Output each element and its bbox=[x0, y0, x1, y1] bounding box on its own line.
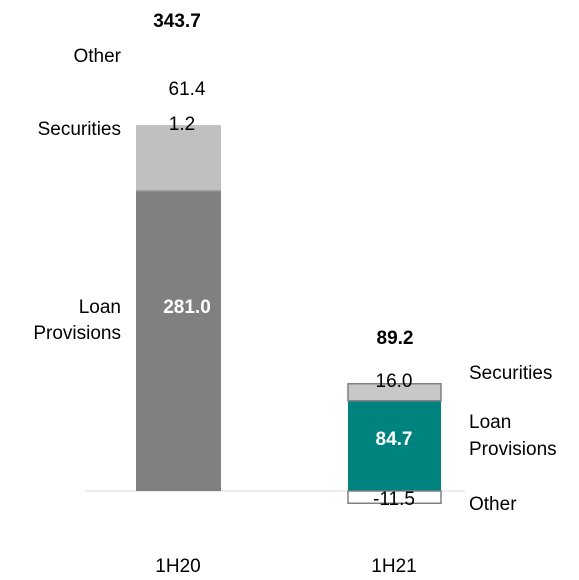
bar-1h21-other bbox=[347, 490, 442, 504]
value-1h21-securities: 16.0 bbox=[376, 371, 413, 392]
bar-1h21-loan-provisions bbox=[348, 400, 441, 491]
segment-label-1h21-loan-line1: Loan bbox=[469, 412, 511, 433]
value-1h20-loan-provisions: 281.0 bbox=[163, 297, 211, 318]
segment-label-1h21-securities: Securities bbox=[469, 363, 552, 384]
segment-label-1h21-loan-line2: Provisions bbox=[469, 439, 557, 460]
category-label-1h21: 1H21 bbox=[371, 556, 416, 577]
segment-label-1h20-other: Other bbox=[73, 46, 121, 67]
segment-label-1h20-loan-line1: Loan bbox=[79, 297, 121, 318]
segment-label-1h20-loan-line2: Provisions bbox=[33, 323, 121, 344]
bar-1h20-other bbox=[136, 125, 221, 191]
value-1h21-other: -11.5 bbox=[373, 489, 415, 510]
category-label-1h20: 1H20 bbox=[155, 556, 200, 577]
bar-1h20-securities bbox=[136, 190, 221, 192]
total-1h21: 89.2 bbox=[377, 328, 414, 349]
value-1h20-securities: 1.2 bbox=[169, 114, 195, 135]
segment-label-1h21-other: Other bbox=[469, 494, 517, 515]
value-1h21-loan-provisions: 84.7 bbox=[376, 429, 413, 450]
total-1h20: 343.7 bbox=[153, 11, 201, 32]
value-1h20-other: 61.4 bbox=[169, 79, 206, 100]
segment-label-1h20-securities: Securities bbox=[38, 119, 121, 140]
bar-1h21-securities bbox=[347, 383, 442, 402]
bar-1h20-loan-provisions bbox=[136, 191, 221, 492]
